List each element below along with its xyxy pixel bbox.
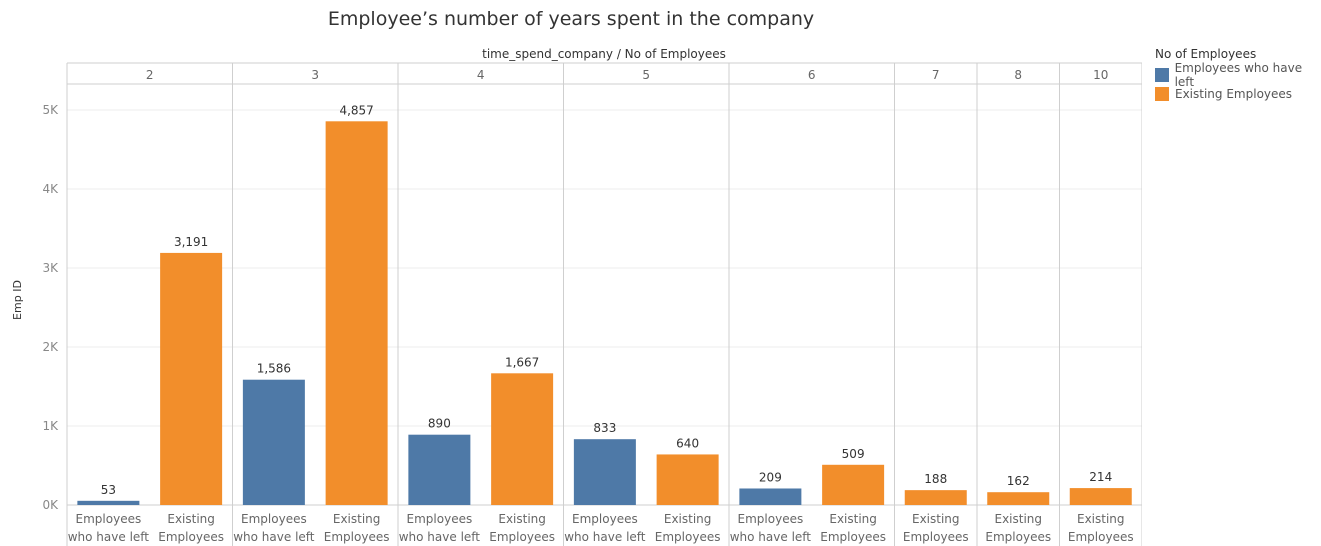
bar-data-label: 890	[428, 417, 451, 431]
category-label: Existing	[664, 512, 712, 526]
y-tick-label: 5K	[42, 103, 59, 117]
category-label: Existing	[333, 512, 381, 526]
legend-label-left: Employees who have left	[1174, 60, 1303, 89]
category-label: Employees	[903, 530, 969, 544]
bar	[1069, 488, 1132, 505]
bar	[77, 500, 140, 505]
bar-data-label: 3,191	[174, 235, 208, 249]
bar-data-label: 1,586	[257, 362, 291, 376]
bar-data-label: 4,857	[339, 103, 373, 117]
legend: No of Employees Employees who have left …	[1155, 47, 1321, 103]
bar-data-label: 188	[924, 472, 947, 486]
category-label: who have left	[564, 530, 646, 544]
bar	[822, 464, 885, 505]
y-tick-label: 1K	[42, 419, 59, 433]
category-label: Employees	[489, 530, 555, 544]
bar-data-label: 509	[842, 447, 865, 461]
category-label: Employees	[158, 530, 224, 544]
legend-swatch-existing	[1155, 86, 1169, 101]
category-label: Employees	[1068, 530, 1134, 544]
bar	[491, 373, 554, 505]
column-header-7: 7	[932, 68, 940, 82]
bar	[656, 454, 719, 505]
category-label: who have left	[730, 530, 812, 544]
category-label: Employees	[76, 512, 142, 526]
bar-data-label: 162	[1007, 474, 1030, 488]
bar	[987, 492, 1050, 505]
bar	[242, 379, 305, 505]
legend-swatch-left	[1155, 67, 1169, 82]
column-header-title: time_spend_company / No of Employees	[482, 47, 726, 61]
legend-item-employees-who-have-left[interactable]: Employees who have left	[1155, 61, 1321, 89]
bar	[573, 439, 636, 505]
legend-label-existing: Existing Employees	[1175, 86, 1293, 101]
bar-data-label: 640	[676, 436, 699, 450]
column-header-8: 8	[1014, 68, 1022, 82]
y-axis-label: Emp ID	[11, 280, 24, 320]
category-label: who have left	[233, 530, 315, 544]
category-label: Employees	[985, 530, 1051, 544]
column-header-6: 6	[808, 68, 816, 82]
column-header-5: 5	[642, 68, 650, 82]
bar	[325, 121, 388, 505]
bar-data-label: 833	[593, 421, 616, 435]
column-header-10: 10	[1093, 68, 1108, 82]
bar	[160, 252, 223, 505]
category-label: Employees	[241, 512, 307, 526]
category-label: Existing	[167, 512, 215, 526]
category-label: Existing	[498, 512, 546, 526]
category-label: Employees	[738, 512, 804, 526]
bar	[408, 434, 471, 505]
category-label: who have left	[68, 530, 150, 544]
bar-data-label: 53	[101, 483, 116, 497]
category-label: Employees	[324, 530, 390, 544]
bar-data-label: 209	[759, 470, 782, 484]
category-label: Employees	[655, 530, 721, 544]
legend-item-existing-employees[interactable]: Existing Employees	[1155, 84, 1321, 103]
bar-data-label: 1,667	[505, 355, 539, 369]
category-label: Existing	[829, 512, 877, 526]
y-tick-label: 4K	[42, 182, 59, 196]
bar	[739, 488, 802, 505]
category-label: Employees	[572, 512, 638, 526]
y-tick-label: 3K	[42, 261, 59, 275]
legend-title: No of Employees	[1155, 47, 1257, 61]
category-label: Employees	[820, 530, 886, 544]
chart-title: Employee’s number of years spent in the …	[327, 8, 815, 30]
bar-chart: time_spend_company / No of Employees Emp …	[11, 47, 1142, 546]
bar	[904, 490, 967, 505]
y-tick-label: 0K	[42, 498, 59, 512]
category-label: Existing	[912, 512, 960, 526]
category-label: Employees	[407, 512, 473, 526]
category-label: who have left	[399, 530, 481, 544]
category-label: Existing	[1077, 512, 1125, 526]
column-header-4: 4	[477, 68, 485, 82]
category-label: Existing	[994, 512, 1042, 526]
y-tick-label: 2K	[42, 340, 59, 354]
column-header-2: 2	[146, 68, 154, 82]
bar-data-label: 214	[1089, 470, 1112, 484]
column-header-3: 3	[311, 68, 319, 82]
